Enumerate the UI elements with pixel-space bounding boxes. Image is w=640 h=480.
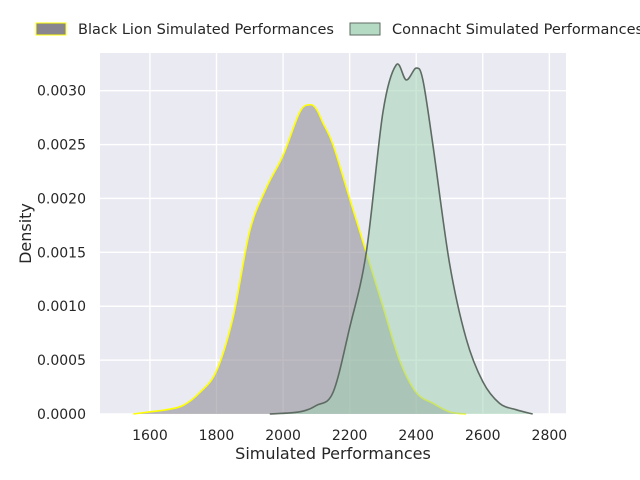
legend-swatch-1: [35, 22, 67, 36]
x-tick-label: 2000: [265, 428, 301, 444]
series-line-2: [269, 63, 533, 415]
y-tick-label: 0.0000: [37, 407, 86, 423]
y-axis-label: Density: [16, 203, 35, 264]
y-tick-label: 0.0020: [37, 191, 86, 207]
y-tick-label: 0.0025: [37, 138, 86, 154]
y-tick-label: 0.0010: [37, 299, 86, 315]
x-tick-label: 2400: [398, 428, 434, 444]
series-area-2: [269, 63, 533, 414]
legend-label-2: Connacht Simulated Performances: [392, 22, 640, 38]
y-tick-label: 0.0015: [37, 245, 86, 261]
x-tick-label: 1800: [199, 428, 235, 444]
y-tick-label: 0.0030: [37, 84, 86, 100]
x-tick-label: 1600: [132, 428, 168, 444]
x-axis-label: Simulated Performances: [235, 444, 431, 463]
y-axis-ticks: 0.0000 0.0005 0.0010 0.0015 0.0020 0.0025 0.00…: [37, 84, 86, 423]
density-areas: [133, 63, 533, 415]
x-axis-ticks: 1600 1800 2000 2200 2400 2600 2800: [132, 428, 567, 444]
y-tick-label: 0.0005: [37, 353, 86, 369]
legend-swatch-2: [349, 22, 381, 36]
x-tick-label: 2200: [332, 428, 368, 444]
x-tick-label: 2600: [465, 428, 501, 444]
x-tick-label: 2800: [532, 428, 568, 444]
legend-label-1: Black Lion Simulated Performances: [78, 22, 334, 38]
legend: Black Lion Simulated Performances Connach…: [35, 22, 640, 38]
